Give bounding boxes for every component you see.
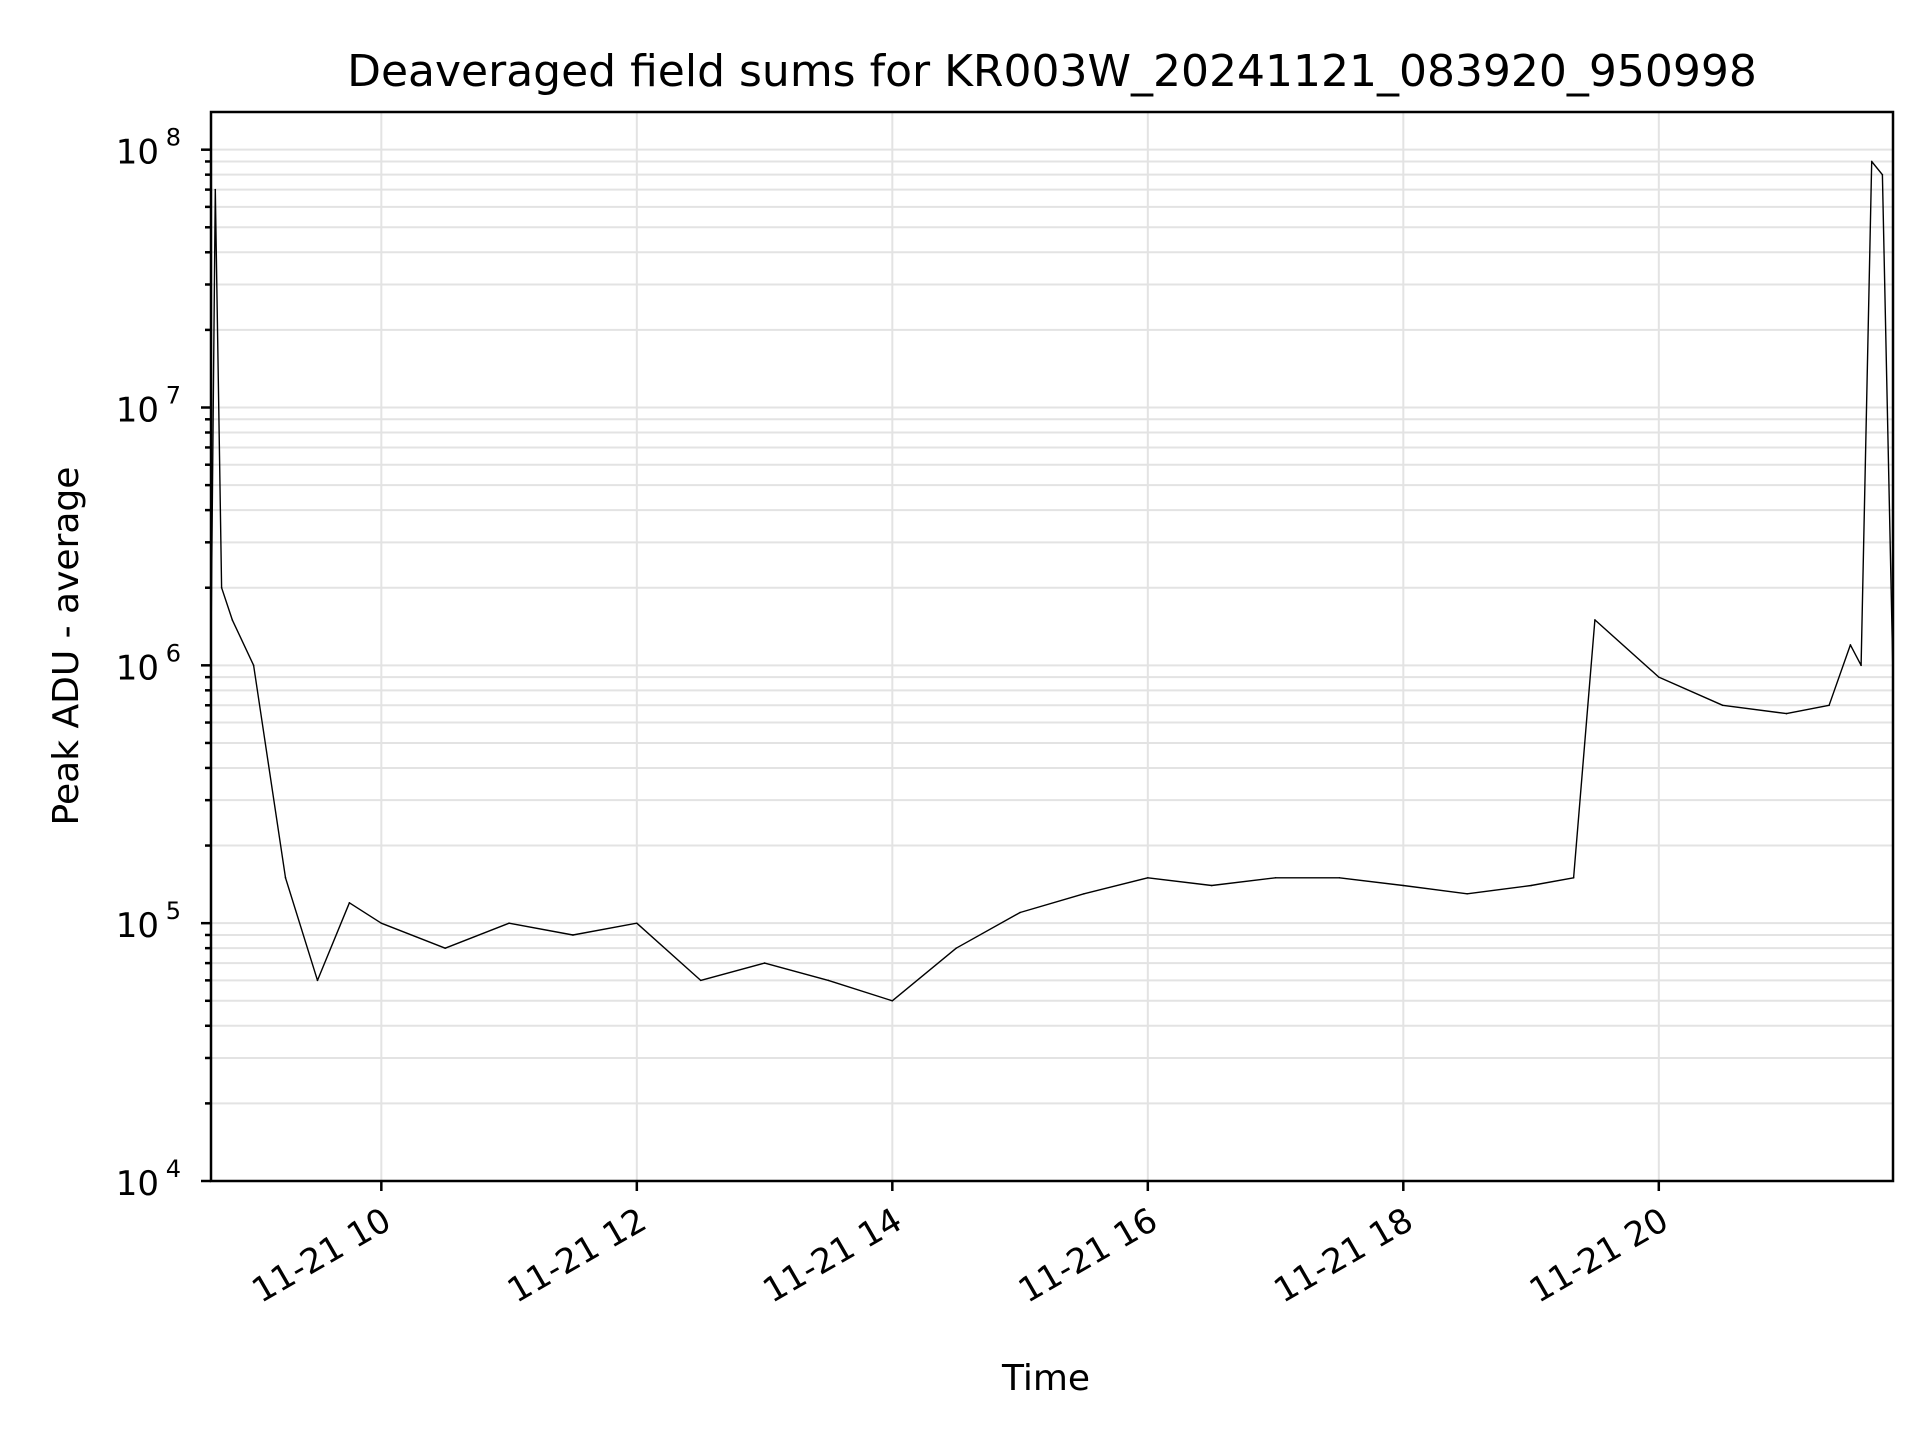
data-point (231, 619, 234, 621)
x-tick-label: 11-21 10 (245, 1200, 397, 1311)
data-point (1338, 876, 1341, 879)
y-tick-label-exponent: 7 (166, 382, 181, 410)
y-tick-label-exponent: 6 (166, 639, 181, 667)
data-point (380, 922, 383, 924)
data-point (1083, 892, 1085, 895)
y-axis-label: Peak ADU - average (46, 467, 87, 826)
y-tick-label-base: 10 (116, 906, 159, 946)
data-point (1019, 911, 1021, 914)
data-point (316, 979, 319, 982)
y-tick-label-base: 10 (116, 1164, 159, 1204)
data-point (1402, 884, 1405, 887)
data-point (636, 922, 638, 924)
data-point (508, 922, 510, 924)
y-tick-label-base: 10 (116, 648, 159, 688)
data-point (220, 586, 223, 589)
data-point (1785, 712, 1788, 715)
data-point (763, 962, 766, 964)
data-point (1657, 676, 1660, 678)
y-tick-label-exponent: 8 (166, 124, 181, 152)
data-point (214, 188, 217, 191)
data-point (252, 664, 255, 667)
y-tick-label-exponent: 5 (166, 897, 181, 925)
data-point (1274, 876, 1277, 879)
data-point (955, 947, 957, 949)
x-tick-label: 11-21 14 (756, 1200, 908, 1311)
x-tick-label: 11-21 12 (501, 1200, 653, 1311)
plot-frame (209, 110, 1895, 1183)
data-point (1572, 876, 1575, 879)
series-layer (210, 160, 1894, 1002)
data-point (284, 876, 287, 879)
data-point (1210, 884, 1213, 887)
data-point (1870, 160, 1873, 163)
x-tick-label: 11-21 18 (1267, 1200, 1419, 1311)
grid-layer (211, 112, 1893, 1182)
y-tick-label: 10 8 (116, 124, 181, 173)
data-point (1881, 173, 1884, 176)
y-tick-label: 10 7 (116, 382, 181, 431)
y-tick-label: 10 4 (116, 1155, 181, 1204)
data-point (1147, 876, 1149, 879)
data-point (827, 979, 830, 982)
data-point (891, 999, 894, 1002)
x-tick-label: 11-21 20 (1523, 1200, 1675, 1311)
x-tick-label: 11-21 16 (1012, 1200, 1164, 1311)
data-point (1530, 884, 1532, 887)
y-tick-label: 10 5 (116, 897, 181, 946)
data-point (572, 934, 574, 936)
data-point (699, 979, 702, 982)
y-tick-label-base: 10 (116, 391, 159, 431)
y-tick-label-exponent: 4 (166, 1155, 181, 1183)
chart-title: Deaveraged field sums for KR003W_2024112… (347, 46, 1757, 97)
data-point (1594, 619, 1596, 621)
data-point (348, 901, 351, 904)
data-point (1466, 892, 1468, 895)
data-point (1860, 664, 1862, 667)
y-tick-label-base: 10 (116, 133, 159, 173)
data-point (1849, 644, 1852, 646)
series-line (210, 160, 1894, 1002)
data-point (444, 947, 447, 949)
y-tick-label: 10 6 (116, 639, 181, 688)
x-axis-label: Time (1001, 1358, 1090, 1399)
data-point (1828, 704, 1830, 707)
data-point (1721, 704, 1724, 707)
